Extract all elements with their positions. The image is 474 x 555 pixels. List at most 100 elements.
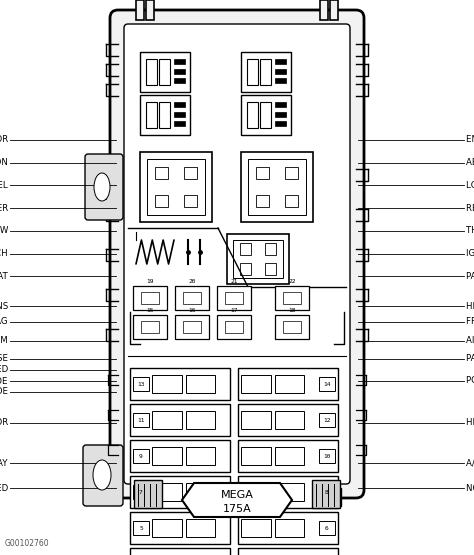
FancyBboxPatch shape [83, 445, 123, 506]
Bar [275, 59, 286, 64]
Bar [174, 122, 185, 126]
Text: BLOWER MOTOR: BLOWER MOTOR [0, 135, 8, 144]
Text: HORNS: HORNS [0, 302, 8, 311]
Text: 6: 6 [325, 526, 329, 531]
Bar [275, 122, 286, 126]
Text: 22: 22 [288, 279, 296, 284]
Bar [152, 375, 182, 393]
Bar [184, 166, 197, 179]
Bar [319, 521, 335, 535]
Text: A/C DIODE: A/C DIODE [0, 376, 8, 385]
Text: 15: 15 [146, 308, 154, 313]
Text: NOT USED: NOT USED [0, 484, 8, 493]
Text: 14: 14 [323, 381, 331, 386]
Bar [174, 59, 185, 64]
Bar [274, 375, 304, 393]
Bar [274, 411, 304, 429]
Text: 17: 17 [230, 308, 238, 313]
Bar [238, 512, 338, 544]
Bar [241, 52, 291, 92]
Bar [141, 292, 159, 304]
Text: NOT USED: NOT USED [0, 365, 8, 374]
FancyBboxPatch shape [124, 24, 350, 484]
Bar [174, 78, 185, 83]
Bar [217, 286, 251, 310]
Bar [130, 512, 230, 544]
Text: 10: 10 [323, 453, 331, 458]
Bar [275, 112, 286, 117]
Bar [285, 166, 298, 179]
Bar [130, 368, 230, 400]
Bar [320, 0, 328, 20]
Text: 21: 21 [230, 279, 238, 284]
Text: 16: 16 [188, 308, 196, 313]
Bar [133, 449, 149, 463]
Bar [130, 548, 230, 555]
Bar [186, 519, 215, 537]
Bar [241, 483, 271, 501]
Bar [238, 476, 338, 508]
Bar [152, 483, 182, 501]
FancyBboxPatch shape [110, 10, 364, 498]
Bar [130, 440, 230, 472]
Bar [155, 194, 168, 208]
Text: HORN RELAY: HORN RELAY [0, 459, 8, 468]
Bar [265, 244, 276, 255]
Bar [256, 166, 269, 179]
Bar [175, 286, 209, 310]
Bar [233, 240, 283, 278]
Bar [130, 404, 230, 436]
Bar [331, 488, 341, 506]
Bar [217, 315, 251, 339]
Polygon shape [182, 483, 292, 517]
Text: G00102760: G00102760 [5, 539, 50, 548]
Text: PASSENGER SEAT: PASSENGER SEAT [466, 272, 474, 281]
Text: PCM POWER DIODE: PCM POWER DIODE [0, 387, 8, 396]
Text: THERMACTOR PUMP: THERMACTOR PUMP [466, 226, 474, 235]
Bar [241, 95, 291, 135]
Bar [241, 447, 271, 465]
Text: AIR SUSPENSION: AIR SUSPENSION [466, 336, 474, 345]
Bar [238, 368, 338, 400]
Bar [136, 0, 144, 20]
Text: AIR SUSPENSION: AIR SUSPENSION [0, 158, 8, 167]
Bar [186, 411, 215, 429]
Text: 7: 7 [139, 490, 143, 495]
Text: AIR BAG: AIR BAG [0, 317, 8, 326]
Bar [319, 485, 335, 499]
Text: 20: 20 [188, 279, 196, 284]
Bar [159, 102, 170, 128]
Bar [227, 234, 289, 284]
Text: DRIVER'S SEAT: DRIVER'S SEAT [0, 272, 8, 281]
Bar [159, 59, 170, 85]
Bar [184, 194, 197, 208]
Text: IGNITION SWITCH: IGNITION SWITCH [466, 249, 474, 258]
Bar [133, 315, 167, 339]
Text: DRIVER'S  WINDOW: DRIVER'S WINDOW [0, 226, 8, 235]
Bar [260, 102, 271, 128]
Bar [283, 292, 301, 304]
Bar [241, 152, 313, 222]
Text: ALT SENSE: ALT SENSE [0, 354, 8, 363]
Text: iGNITION SWITCH: iGNITION SWITCH [0, 249, 8, 258]
Bar [133, 485, 149, 499]
Text: A/C CLUTCH: A/C CLUTCH [466, 459, 474, 468]
Bar [238, 404, 338, 436]
Bar [133, 286, 167, 310]
Text: FRONT PASSENGER WINDOW: FRONT PASSENGER WINDOW [466, 317, 474, 326]
Bar [247, 59, 258, 85]
Bar [133, 413, 149, 427]
Bar [238, 548, 338, 555]
Bar [240, 264, 251, 275]
Text: HI BEAM: HI BEAM [466, 418, 474, 427]
Bar [275, 69, 286, 74]
Bar [319, 377, 335, 391]
Bar [241, 519, 271, 537]
Text: 18: 18 [288, 308, 296, 313]
Bar [225, 292, 243, 304]
Text: NOT USED: NOT USED [466, 484, 474, 493]
Bar [283, 321, 301, 333]
Text: ENGINE COOLING FANS: ENGINE COOLING FANS [466, 135, 474, 144]
Bar [275, 78, 286, 83]
Text: PCM POWER: PCM POWER [0, 204, 8, 213]
